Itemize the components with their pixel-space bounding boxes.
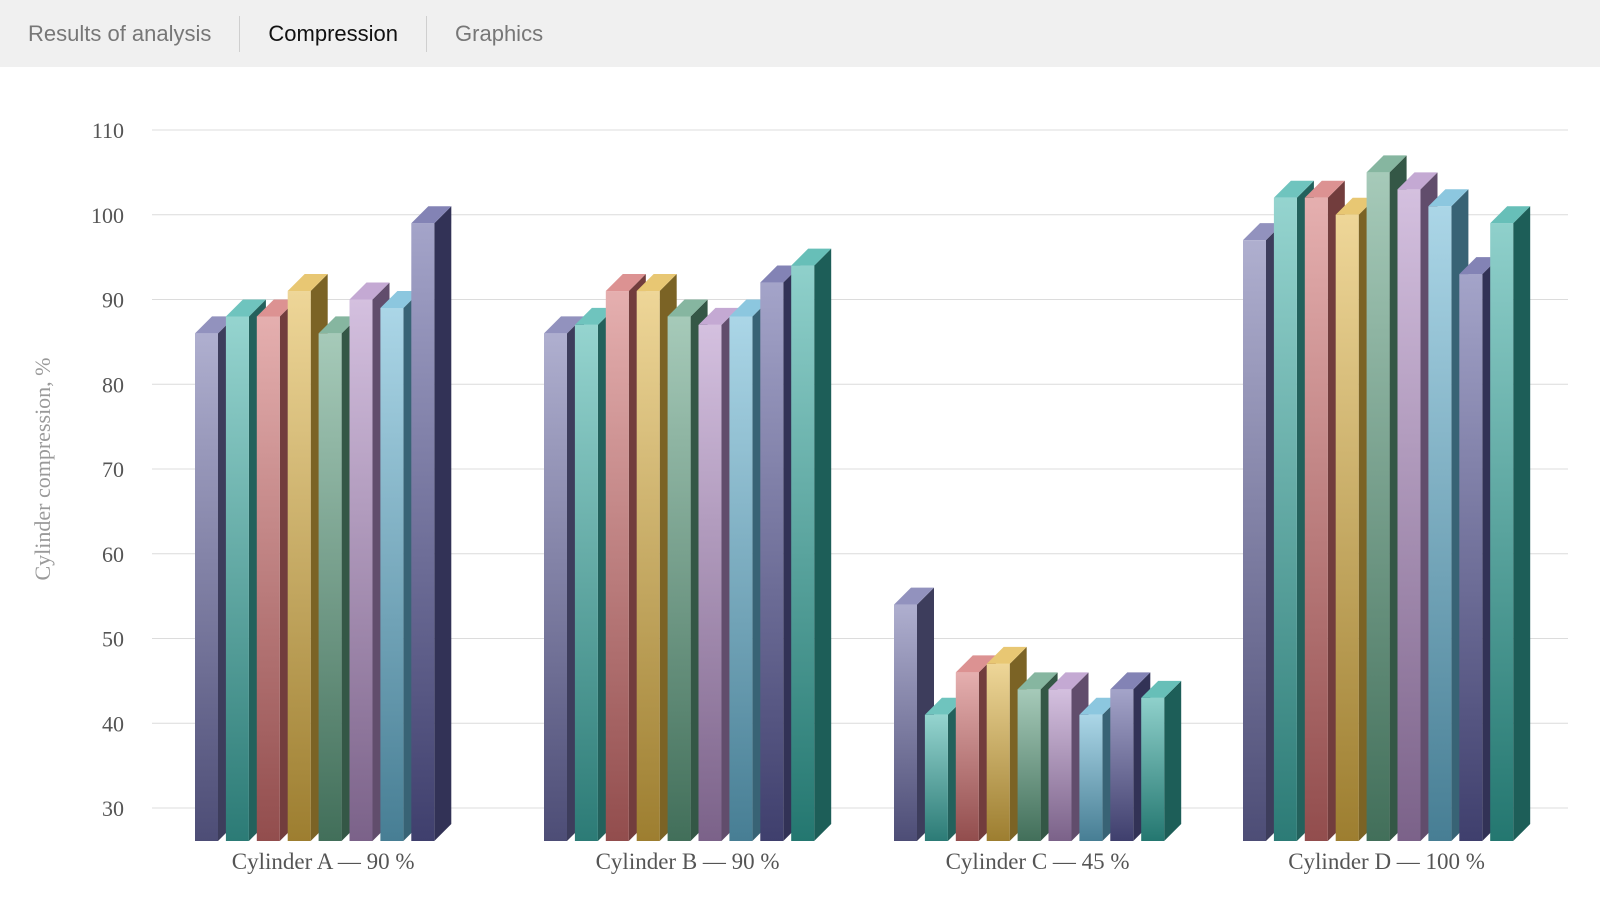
bar (791, 248, 832, 842)
x-category-label: Cylinder B — 90 % (596, 849, 780, 874)
tab-bar: Results of analysis Compression Graphics (0, 0, 1600, 67)
tab-compression[interactable]: Compression (240, 15, 428, 52)
y-axis-label: Cylinder compression, % (30, 357, 55, 580)
x-category-label: Cylinder C — 45 % (946, 849, 1130, 874)
y-tick-label: 90 (102, 288, 124, 313)
y-tick-label: 60 (102, 542, 124, 567)
compression-chart-area: 30 40 50 60 70 80 90 100 110 Cylinder A — 90 % Cy… (0, 67, 1600, 904)
y-tick-label: 30 (102, 796, 124, 821)
y-tick-label: 110 (92, 118, 124, 143)
x-category-label: Cylinder A — 90 % (232, 849, 415, 874)
y-tick-label: 80 (102, 372, 124, 397)
bar (1141, 680, 1182, 841)
bar (411, 206, 452, 842)
y-tick-label: 100 (91, 203, 124, 228)
tab-results-of-analysis[interactable]: Results of analysis (0, 15, 241, 52)
y-tick-label: 40 (102, 711, 124, 736)
y-tick-label: 70 (102, 457, 124, 482)
compression-bar-chart: 30 40 50 60 70 80 90 100 110 Cylinder A — 90 % Cy… (30, 118, 1568, 874)
y-tick-label: 50 (102, 627, 124, 652)
tab-graphics[interactable]: Graphics (455, 20, 544, 46)
bar (1490, 206, 1531, 842)
x-category-label: Cylinder D — 100 % (1288, 849, 1485, 874)
